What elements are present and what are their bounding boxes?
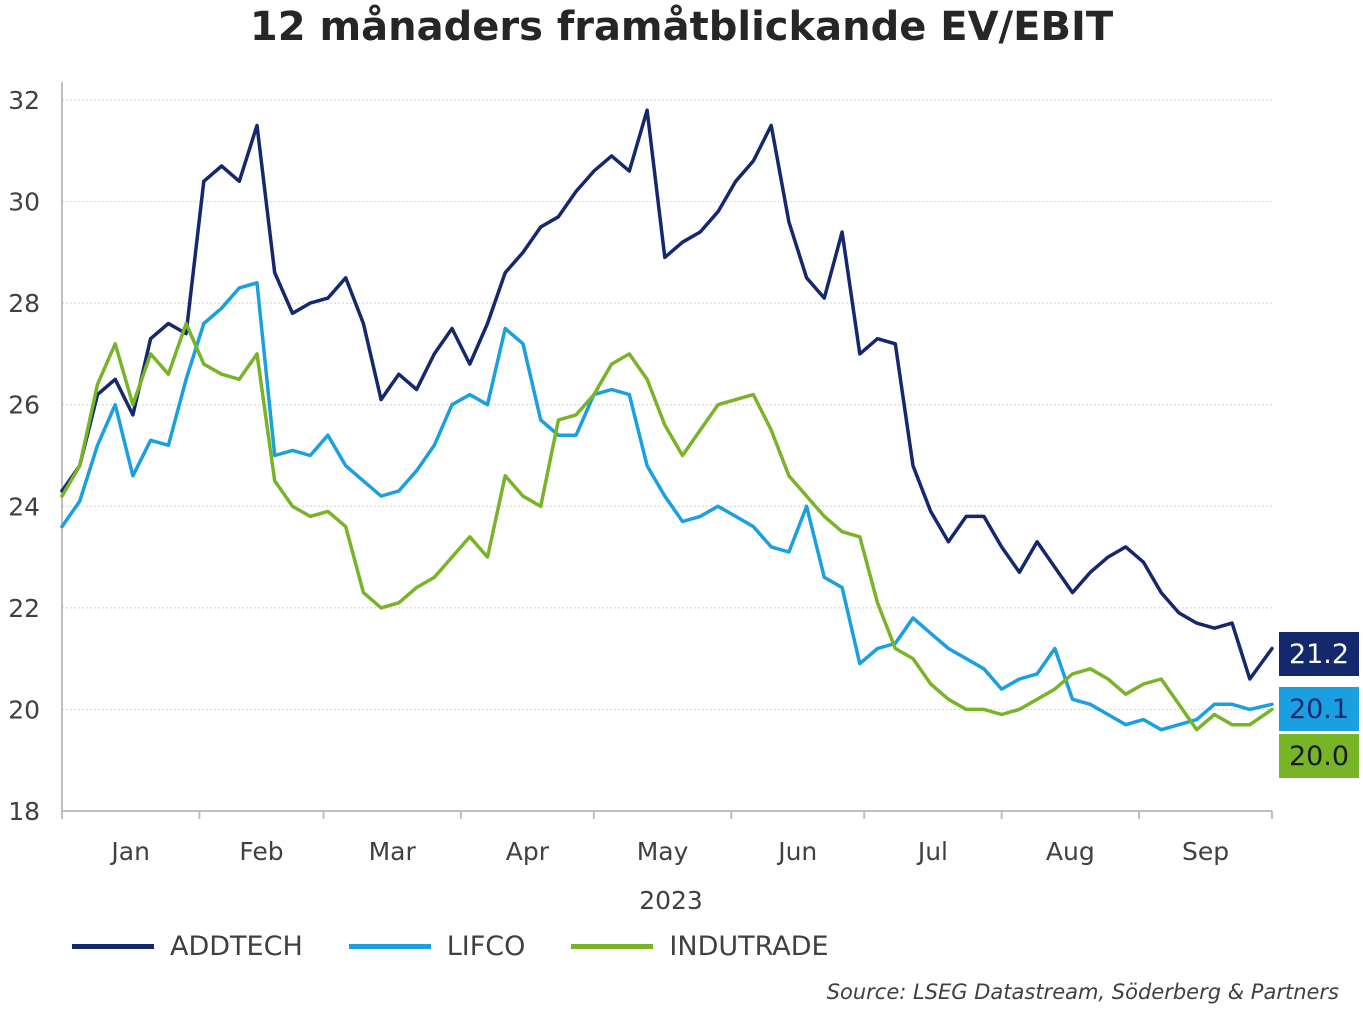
x-tick-label: Aug xyxy=(1046,837,1095,866)
series-line-indutrade xyxy=(60,321,1274,732)
legend-swatch-addtech xyxy=(72,943,154,949)
y-tick-label: 22 xyxy=(8,594,40,623)
legend-swatch-indutrade xyxy=(571,943,654,949)
grid-lines xyxy=(62,99,1272,711)
y-tick-label: 18 xyxy=(8,797,40,826)
series-line-addtech xyxy=(60,108,1274,681)
value-badge-bg xyxy=(1279,734,1359,778)
series-line-lifco xyxy=(60,281,1274,732)
legend-item-lifco: LIFCO xyxy=(348,930,526,962)
legend-swatch-lifco xyxy=(348,943,431,949)
value-badge-lifco: 20.1 xyxy=(1279,687,1359,731)
series-lines xyxy=(60,108,1274,732)
x-tick-label: Mar xyxy=(369,837,417,866)
x-tick-label: Jan xyxy=(109,837,150,866)
x-tick-label: Jun xyxy=(776,837,817,866)
legend-item-addtech: ADDTECH xyxy=(72,931,303,962)
legend-label-lifco: LIFCO xyxy=(446,930,526,962)
y-tick-label: 32 xyxy=(8,86,40,115)
value-badge-text: 20.1 xyxy=(1289,694,1349,725)
x-axis-label: 2023 xyxy=(639,886,703,915)
last-value-badges: 21.2 20.1 20.0 xyxy=(1279,632,1359,778)
axes xyxy=(61,82,1272,812)
value-badge-text: 20.0 xyxy=(1289,741,1349,772)
x-tick-label: Sep xyxy=(1182,837,1229,866)
y-tick-label: 30 xyxy=(8,188,40,217)
value-badge-text: 21.2 xyxy=(1289,639,1349,670)
value-badge-addtech: 21.2 xyxy=(1279,632,1359,676)
x-axis-ticks: Jan Feb Mar Apr May Jun Jul Aug Sep xyxy=(61,811,1273,866)
x-tick-label: Apr xyxy=(506,837,550,866)
value-badge-bg xyxy=(1279,632,1359,676)
value-badge-bg xyxy=(1279,687,1359,731)
source-note: Source: LSEG Datastream, Söderberg & Par… xyxy=(826,980,1339,1004)
x-tick-label: Feb xyxy=(239,837,283,866)
x-tick-label: Jul xyxy=(916,837,948,866)
y-tick-label: 20 xyxy=(8,695,40,724)
y-axis-ticks: 18 20 22 24 26 28 30 32 xyxy=(8,86,40,826)
legend-label-addtech: ADDTECH xyxy=(170,930,303,962)
value-badge-indutrade: 20.0 xyxy=(1279,734,1359,778)
y-tick-label: 28 xyxy=(8,289,40,318)
legend-label-indutrade: INDUTRADE xyxy=(669,930,829,962)
y-tick-label: 24 xyxy=(8,492,40,521)
x-tick-label: May xyxy=(637,837,689,866)
chart-title: 12 månaders framåtblickande EV/EBIT xyxy=(249,4,1114,50)
y-tick-label: 26 xyxy=(8,391,40,420)
legend: ADDTECH LIFCO INDUTRADE xyxy=(72,926,875,966)
legend-item-indutrade: INDUTRADE xyxy=(571,930,829,962)
